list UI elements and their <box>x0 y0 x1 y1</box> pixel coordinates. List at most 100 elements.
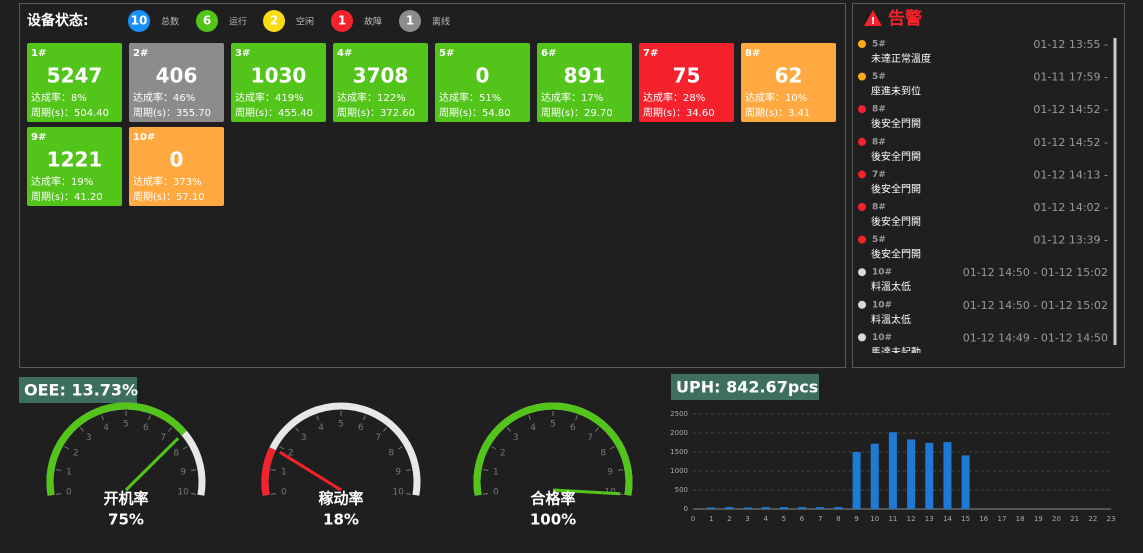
alarm-time: 01-12 13:55 - <box>1033 38 1108 51</box>
gauge-tick-label: 10 <box>177 488 189 498</box>
machine-cycle: 周期(s)：57.10 <box>133 191 205 203</box>
status-label: 空闲 <box>296 16 314 28</box>
gauge-tick-label: 3 <box>513 433 519 443</box>
x-tick-label: 12 <box>907 515 916 523</box>
status-label: 离线 <box>432 16 450 28</box>
machine-card <box>435 43 530 122</box>
machine-id: 5# <box>439 48 454 59</box>
machine-output: 3708 <box>353 64 409 88</box>
gauge-needle <box>552 488 621 496</box>
alarm-message: 後安全門開 <box>871 248 921 261</box>
gauge-tick <box>270 469 277 472</box>
machine-rate: 达成率：122% <box>337 91 406 104</box>
alarm-message: 後安全門開 <box>871 150 921 163</box>
gauge-tick <box>363 415 366 421</box>
bar <box>743 507 752 509</box>
machine-rate: 达成率：419% <box>235 91 304 104</box>
alarm-dot <box>858 300 866 309</box>
status-count: 10 <box>131 14 148 28</box>
gauge-progress <box>46 402 187 496</box>
alarm-message: 後安全門開 <box>871 182 921 195</box>
alarm-time: 01-12 14:49 - 01-12 14:50 <box>963 331 1108 344</box>
gauge-tick-label: 6 <box>358 423 364 433</box>
gauge-tick-label: 9 <box>395 467 401 477</box>
gauge-tick-label: 4 <box>318 423 324 433</box>
machine-card <box>27 127 122 206</box>
alarm-time: 01-12 14:50 - 01-12 15:02 <box>963 266 1108 279</box>
alarm-time: 01-11 17:59 - <box>1033 71 1108 84</box>
gauge-tick <box>101 415 104 421</box>
gauge-tick <box>617 469 624 472</box>
alarm-list: 5# 01-12 13:55 - 未達正常溫度 5# 01-11 17:59 - 座進未到… <box>858 38 1108 353</box>
gauge-tick-label: 3 <box>301 433 307 443</box>
x-tick-label: 0 <box>691 515 695 523</box>
y-tick-label: 1000 <box>670 467 688 475</box>
gauge-tick <box>55 469 62 472</box>
gauge-tick-label: 1 <box>281 467 287 477</box>
alarm-dot <box>858 333 866 342</box>
status-label: 总数 <box>161 16 179 28</box>
x-tick-label: 9 <box>854 515 858 523</box>
gauge-tick <box>55 492 62 495</box>
alarm-id: 10# <box>872 333 892 343</box>
machine-id: 1# <box>31 48 46 59</box>
machine-output: 62 <box>775 64 803 88</box>
gauge-tick-label: 6 <box>570 423 576 433</box>
gauge-tick <box>383 427 388 432</box>
status-label: 运行 <box>229 16 247 28</box>
x-tick-label: 5 <box>782 515 786 523</box>
gauge-tick <box>491 446 497 450</box>
x-tick-label: 17 <box>997 515 1006 523</box>
gauge-needle <box>124 437 180 492</box>
alarm-id: 8# <box>872 137 886 147</box>
machine-cycle: 周期(s)：355.70 <box>133 107 211 119</box>
gauge-progress <box>473 402 633 496</box>
gauge-tick-label: 1 <box>493 467 499 477</box>
gauge-tick <box>316 415 319 421</box>
gauge-tick-label: 5 <box>123 420 129 430</box>
machine-card <box>27 43 122 122</box>
alarm-time: 01-12 14:50 - 01-12 15:02 <box>963 299 1108 312</box>
gauge-tick-label: 6 <box>143 423 149 433</box>
gauge-tick-label: 3 <box>86 433 92 443</box>
machine-rate: 达成率：10% <box>745 91 807 104</box>
alarm-id: 5# <box>872 40 886 50</box>
gauge-value: 75% <box>108 511 144 529</box>
gauge-tick <box>148 415 151 421</box>
gauge-needle <box>279 450 342 492</box>
x-tick-label: 11 <box>888 515 897 523</box>
gauge-tick <box>79 427 84 432</box>
status-dot <box>331 10 353 32</box>
gauge-tick-label: 1 <box>66 467 72 477</box>
alarm-id: 10# <box>872 268 892 278</box>
alarm-id: 5# <box>872 72 886 82</box>
gauge-tick <box>397 446 403 450</box>
status-dot <box>263 10 285 32</box>
gauge-tick-label: 5 <box>550 420 556 430</box>
gauge-label: 稼动率 <box>318 490 363 508</box>
alarm-dot <box>858 40 866 48</box>
y-tick-label: 2500 <box>670 410 688 418</box>
machine-rate: 达成率：373% <box>133 175 202 188</box>
gauge-tick-label: 8 <box>173 449 179 459</box>
gauge-tick-label: 5 <box>338 420 344 430</box>
alarm-title: 告警 <box>888 8 922 29</box>
x-tick-label: 18 <box>1016 515 1025 523</box>
machine-id: 3# <box>235 48 250 59</box>
machine-output: 1030 <box>251 64 307 88</box>
machine-rate: 达成率：8% <box>31 91 87 104</box>
status-count: 1 <box>406 14 414 28</box>
bar <box>888 432 897 509</box>
alarm-time: 01-12 14:13 - <box>1033 168 1108 181</box>
machine-output: 75 <box>673 64 701 88</box>
gauge-tick <box>64 446 70 450</box>
gauge-tick-label: 8 <box>600 449 606 459</box>
machine-card <box>333 43 428 122</box>
status-dot <box>128 10 150 32</box>
machine-id: 7# <box>643 48 658 59</box>
gauge-tick <box>190 492 197 495</box>
bar <box>834 507 843 509</box>
gauge-value: 100% <box>530 511 576 529</box>
machine-cycle: 周期(s)：41.20 <box>31 191 103 203</box>
